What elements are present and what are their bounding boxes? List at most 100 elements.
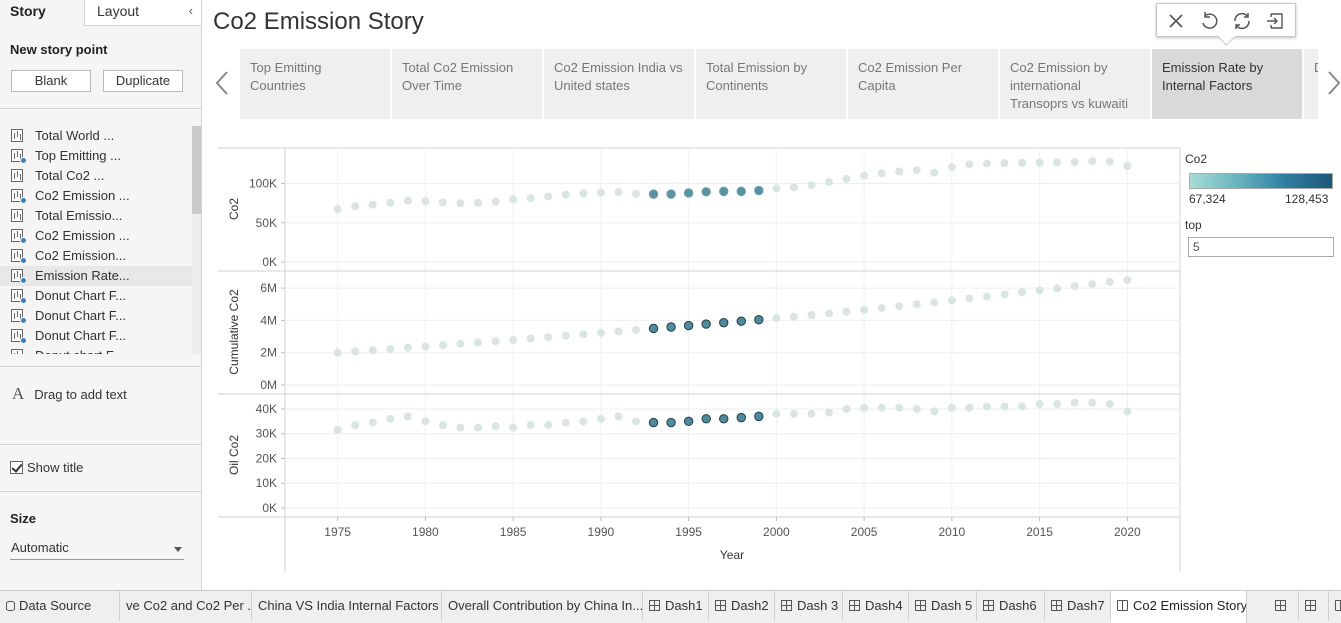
data-point[interactable]: [579, 330, 588, 339]
data-point[interactable]: [736, 316, 746, 326]
data-point[interactable]: [1053, 284, 1062, 293]
story-point-tab[interactable]: Co2 Emission by international Transoprs …: [1000, 49, 1150, 119]
story-list-scroll-thumb[interactable]: [192, 126, 201, 214]
new-worksheet-button[interactable]: [1269, 591, 1299, 621]
data-point[interactable]: [1035, 286, 1044, 295]
revert-icon[interactable]: [1198, 10, 1220, 32]
story-point-item[interactable]: Top Emitting ...: [0, 146, 192, 166]
data-point[interactable]: [877, 403, 886, 412]
data-point[interactable]: [842, 307, 851, 316]
data-point[interactable]: [1070, 398, 1079, 407]
data-point[interactable]: [965, 294, 974, 303]
data-point[interactable]: [982, 402, 991, 411]
data-point[interactable]: [930, 298, 939, 307]
data-point[interactable]: [1105, 400, 1114, 408]
next-story-point-arrow[interactable]: [1326, 70, 1341, 96]
story-point-item[interactable]: Co2 Emission ...: [0, 226, 192, 246]
data-point[interactable]: [701, 414, 711, 424]
data-point[interactable]: [736, 412, 746, 423]
story-list-scrollbar[interactable]: [192, 126, 201, 354]
data-point[interactable]: [648, 323, 659, 334]
update-icon[interactable]: [1231, 10, 1253, 32]
data-point[interactable]: [351, 202, 360, 211]
data-point[interactable]: [561, 190, 570, 199]
data-point[interactable]: [683, 416, 694, 427]
data-point[interactable]: [579, 417, 588, 426]
data-point[interactable]: [596, 188, 605, 197]
story-point-item[interactable]: Total Emissio...: [0, 206, 192, 226]
data-point[interactable]: [807, 311, 816, 320]
data-point[interactable]: [895, 302, 904, 311]
data-point[interactable]: [982, 292, 991, 301]
data-point[interactable]: [947, 403, 956, 412]
drag-to-add-text[interactable]: A Drag to add text: [12, 384, 127, 404]
data-point[interactable]: [596, 414, 605, 423]
data-point[interactable]: [1070, 157, 1079, 166]
save-as-new-icon[interactable]: [1264, 10, 1286, 32]
data-point[interactable]: [1105, 277, 1114, 286]
data-point[interactable]: [631, 189, 640, 198]
story-point-item[interactable]: Donut Chart F...: [0, 306, 192, 326]
sheet-tab[interactable]: Dash 5: [909, 591, 977, 621]
sheet-tab[interactable]: Dash1: [643, 591, 709, 621]
story-point-item[interactable]: Donut Chart F...: [0, 326, 192, 346]
story-point-tab[interactable]: Emission Rate by Internal Factors: [1152, 49, 1302, 119]
data-point[interactable]: [825, 177, 834, 186]
data-point[interactable]: [1000, 159, 1009, 168]
data-point[interactable]: [333, 426, 342, 434]
data-point[interactable]: [1070, 282, 1079, 291]
data-point[interactable]: [474, 198, 483, 207]
data-point[interactable]: [666, 417, 676, 428]
data-point[interactable]: [807, 409, 816, 418]
data-point[interactable]: [386, 344, 395, 353]
data-point[interactable]: [631, 325, 640, 334]
story-point-tab[interactable]: Co2 Emission Per Capita: [848, 49, 998, 119]
data-point[interactable]: [666, 322, 676, 332]
data-point[interactable]: [1035, 400, 1044, 408]
data-point[interactable]: [1000, 402, 1009, 411]
story-point-tab[interactable]: Total Co2 Emission Over Time: [392, 49, 542, 119]
new-dashboard-button[interactable]: [1299, 591, 1329, 621]
tab-layout[interactable]: Layout ‹: [84, 0, 201, 26]
data-point[interactable]: [1018, 158, 1027, 167]
data-point[interactable]: [789, 409, 798, 418]
data-point[interactable]: [421, 342, 430, 351]
data-point[interactable]: [825, 309, 834, 318]
close-icon[interactable]: [1165, 10, 1187, 32]
sheet-tab[interactable]: China VS India Internal Factors: [252, 591, 442, 621]
data-point[interactable]: [1000, 290, 1009, 299]
sheet-tab[interactable]: Dash4: [843, 591, 909, 621]
sheet-tab[interactable]: Co2 Emission Story: [1111, 591, 1247, 623]
blank-button[interactable]: Blank: [11, 70, 91, 92]
data-point[interactable]: [789, 312, 798, 321]
data-point[interactable]: [719, 317, 729, 328]
sheet-tab[interactable]: Dash7: [1045, 591, 1111, 621]
data-point[interactable]: [456, 199, 465, 208]
story-point-tab[interactable]: Total Emission by Continents: [696, 49, 846, 119]
data-point[interactable]: [772, 409, 781, 418]
data-point[interactable]: [386, 414, 395, 423]
data-point[interactable]: [736, 186, 746, 197]
data-point[interactable]: [947, 163, 956, 172]
data-point[interactable]: [1053, 400, 1062, 408]
data-point[interactable]: [912, 166, 921, 175]
data-point[interactable]: [544, 333, 553, 342]
new-story-button[interactable]: [1329, 591, 1341, 621]
sheet-tab[interactable]: Dash 3: [775, 591, 843, 621]
data-point[interactable]: [526, 334, 535, 343]
data-point[interactable]: [719, 186, 729, 197]
story-point-item[interactable]: Total Co2 ...: [0, 166, 192, 186]
data-point[interactable]: [772, 184, 781, 193]
data-point[interactable]: [438, 421, 447, 430]
data-point[interactable]: [789, 183, 798, 192]
data-point[interactable]: [403, 196, 412, 205]
data-point[interactable]: [368, 418, 377, 427]
data-point[interactable]: [491, 337, 500, 346]
top-filter-input[interactable]: 5: [1188, 237, 1334, 257]
data-point[interactable]: [474, 423, 483, 432]
sheet-tab[interactable]: Dash2: [709, 591, 775, 621]
data-point[interactable]: [526, 194, 535, 203]
data-point[interactable]: [403, 412, 412, 421]
data-point[interactable]: [561, 418, 570, 427]
data-point[interactable]: [544, 192, 553, 201]
